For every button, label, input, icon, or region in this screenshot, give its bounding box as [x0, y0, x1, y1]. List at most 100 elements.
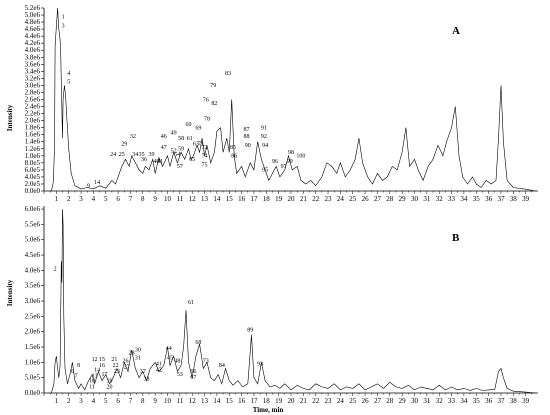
peak-label: 38 — [144, 377, 150, 383]
y-tick-label: 6.0e5 — [25, 166, 41, 174]
x-tick-label: 37 — [497, 195, 505, 203]
y-tick-label: 5.0e6 — [25, 236, 41, 244]
peak-label: 82 — [211, 101, 217, 107]
x-tick-label: 2 — [67, 195, 71, 203]
x-tick-label: 20 — [288, 195, 296, 203]
peak-label: 61 — [187, 136, 193, 142]
panel-b-x-axis-label: Time, min — [253, 406, 284, 414]
peak-label: 21 — [111, 357, 117, 363]
x-tick-label: 23 — [325, 195, 333, 203]
x-tick-label: 31 — [423, 397, 431, 405]
peak-label: 83 — [225, 71, 231, 77]
x-tick-label: 26 — [362, 195, 370, 203]
peak-label: 61 — [188, 300, 194, 306]
y-tick-label: 1.5e6 — [25, 343, 41, 351]
x-tick-label: 30 — [411, 195, 419, 203]
peak-label: 26 — [123, 358, 129, 364]
peak-label: 42 — [156, 368, 162, 374]
peak-label: 25 — [119, 152, 125, 158]
y-tick-label: 5.0e6 — [25, 11, 41, 19]
x-tick-label: 38 — [510, 397, 518, 405]
y-tick-label: 1.2e6 — [25, 145, 41, 153]
y-tick-label: 5.2e6 — [25, 4, 41, 12]
x-tick-label: 28 — [386, 397, 394, 405]
peak-label: 8 — [77, 363, 80, 369]
peak-label: 31 — [135, 355, 141, 361]
x-tick-label: 12 — [189, 397, 197, 405]
peak-label: 49 — [171, 131, 177, 137]
peak-label: 65 — [189, 157, 195, 163]
peak-label: 71 — [198, 141, 204, 147]
peak-label: 36 — [141, 157, 147, 163]
y-tick-label: 1.6e6 — [25, 131, 41, 139]
y-tick-label: 2.2e6 — [25, 110, 41, 118]
peak-label: 7 — [75, 374, 78, 380]
peak-label: 78 — [204, 117, 210, 123]
x-tick-label: 14 — [213, 397, 221, 405]
peak-label: 52 — [171, 148, 177, 154]
peak-label: 85 — [230, 145, 236, 151]
peak-label: 12 — [92, 357, 98, 363]
peak-label: 30 — [135, 348, 141, 354]
peak-label: 66 — [190, 369, 196, 375]
peak-label: 99 — [287, 159, 293, 165]
x-tick-label: 34 — [460, 397, 468, 405]
y-tick-label: 0.0e0 — [25, 187, 41, 195]
y-tick-label: 4.0e6 — [25, 266, 41, 274]
x-tick-label: 19 — [275, 397, 283, 405]
x-tick-label: 39 — [522, 397, 530, 405]
x-tick-label: 22 — [312, 195, 320, 203]
x-tick-label: 17 — [250, 397, 258, 405]
x-tick-label: 29 — [399, 397, 407, 405]
x-tick-label: 10 — [164, 397, 172, 405]
peak-label: 90 — [245, 143, 251, 149]
y-tick-label: 3.2e6 — [25, 74, 41, 82]
peak-label: 39 — [148, 152, 154, 158]
y-tick-label: 3.6e6 — [25, 60, 41, 68]
y-tick-label: 2.0e6 — [25, 328, 41, 336]
peak-label: 53 — [177, 372, 183, 378]
peak-label: 20 — [106, 384, 112, 390]
peak-label: 100 — [296, 154, 305, 160]
peak-label: 37 — [140, 369, 146, 375]
peak-label: 23 — [114, 369, 120, 375]
x-tick-label: 6 — [116, 397, 120, 405]
x-tick-label: 3 — [79, 397, 83, 405]
x-tick-label: 21 — [300, 195, 308, 203]
peak-label: 11 — [89, 384, 95, 390]
x-tick-label: 19 — [275, 195, 283, 203]
x-tick-label: 27 — [374, 397, 382, 405]
peak-label: 17 — [102, 372, 108, 378]
peak-label: 92 — [261, 134, 267, 140]
x-tick-label: 37 — [497, 397, 505, 405]
y-tick-label: 4.6e6 — [25, 25, 41, 33]
x-tick-label: 29 — [399, 195, 407, 203]
y-tick-label: 8.0e5 — [25, 159, 41, 167]
x-tick-label: 4 — [92, 195, 96, 203]
y-tick-label: 2.6e6 — [25, 96, 41, 104]
y-tick-label: 2.8e6 — [25, 88, 41, 96]
peak-label: 79 — [210, 83, 216, 89]
x-tick-label: 8 — [141, 397, 145, 405]
y-tick-label: 4.0e6 — [25, 46, 41, 54]
peak-label: 35 — [139, 152, 145, 158]
x-tick-label: 26 — [362, 397, 370, 405]
peak-label: 63 — [193, 141, 199, 147]
peak-label: 29 — [121, 141, 127, 147]
peak-label: 1 — [62, 15, 65, 21]
x-tick-label: 25 — [349, 397, 357, 405]
peak-label: 5 — [67, 80, 70, 86]
peak-label: 19 — [106, 378, 112, 384]
peak-label: 68 — [195, 340, 201, 346]
x-tick-label: 17 — [250, 195, 258, 203]
y-tick-label: 3.5e6 — [25, 282, 41, 290]
y-tick-label: 4.0e5 — [25, 173, 41, 181]
peak-label: 41 — [156, 361, 162, 367]
peak-label: 32 — [130, 134, 136, 140]
x-tick-label: 7 — [129, 397, 133, 405]
peak-label: 45 — [167, 355, 173, 361]
peak-label: 14 — [94, 368, 100, 374]
peak-label: 44 — [166, 346, 172, 352]
panel-a-letter: A — [452, 25, 460, 37]
panel-a-trace — [51, 7, 536, 192]
